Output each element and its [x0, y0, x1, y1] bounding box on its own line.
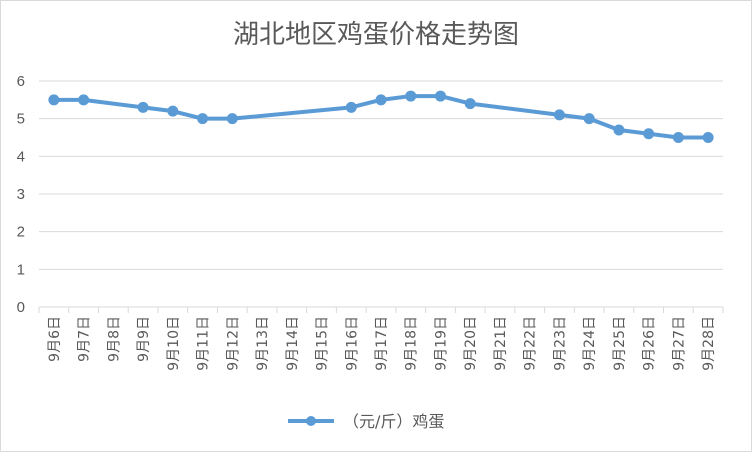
x-tick-label: 9月7日: [77, 316, 93, 362]
x-tick-label: 9月15日: [315, 316, 331, 371]
x-axis-ticks: 9月6日 9月7日 9月8日 9月9日 9月10日 9月11日 9月12日 9月13日 9月14…: [47, 316, 717, 371]
x-tick-label: 9月9日: [136, 316, 152, 362]
x-tick-label: 9月10日: [166, 316, 182, 371]
data-point: [137, 101, 149, 113]
gridlines: [39, 80, 723, 270]
x-tick-label: 9月19日: [433, 316, 449, 371]
x-tick-label: 9月20日: [463, 316, 479, 371]
axes: [38, 306, 724, 313]
x-tick-label: 9月25日: [612, 316, 628, 371]
data-point: [702, 132, 714, 143]
x-tick-label: 9月26日: [642, 316, 658, 371]
x-tick-label: 9月18日: [404, 316, 420, 371]
data-point: [226, 113, 238, 125]
x-tick-label: 9月12日: [225, 316, 241, 371]
y-tick-label: 0: [17, 299, 25, 316]
chart-title: 湖北地区鸡蛋价格走势图: [233, 20, 519, 50]
x-tick-label: 9月8日: [106, 316, 122, 362]
y-tick-label: 6: [17, 73, 25, 90]
data-point: [583, 113, 595, 125]
data-point: [405, 90, 417, 102]
x-tick-label: 9月17日: [374, 316, 390, 371]
y-axis-ticks: 0 1 2 3 4 5 6: [17, 73, 25, 316]
legend-marker: [306, 416, 316, 426]
y-tick-label: 2: [17, 224, 25, 241]
x-tick-label: 9月22日: [523, 316, 539, 371]
y-tick-label: 4: [17, 148, 25, 165]
data-point: [613, 124, 625, 136]
data-point: [434, 90, 446, 102]
data-point: [643, 128, 655, 140]
series-group: [48, 90, 714, 143]
x-tick-label: 9月24日: [582, 316, 598, 371]
data-point: [78, 94, 90, 106]
x-tick-label: 9月23日: [552, 316, 568, 371]
data-point: [464, 98, 476, 110]
x-tick-label: 9月28日: [701, 316, 717, 371]
data-point: [375, 94, 387, 106]
x-tick-label: 9月16日: [344, 316, 360, 371]
x-tick-label: 9月13日: [255, 316, 271, 371]
data-point: [167, 105, 179, 117]
legend: （元/斤）鸡蛋: [288, 412, 444, 431]
x-tick-label: 9月27日: [671, 316, 687, 371]
x-tick-label: 9月14日: [285, 316, 301, 371]
y-tick-label: 3: [17, 186, 25, 203]
data-point: [197, 113, 209, 125]
data-point: [345, 101, 357, 113]
data-point: [48, 94, 60, 106]
x-tick-label: 9月21日: [493, 316, 509, 371]
x-tick-label: 9月11日: [196, 316, 212, 371]
data-point: [672, 132, 684, 143]
data-point: [553, 109, 565, 121]
y-tick-label: 1: [17, 261, 25, 278]
y-tick-label: 5: [17, 111, 25, 128]
legend-label: （元/斤）鸡蛋: [343, 412, 444, 431]
x-tick-label: 9月6日: [47, 316, 63, 362]
